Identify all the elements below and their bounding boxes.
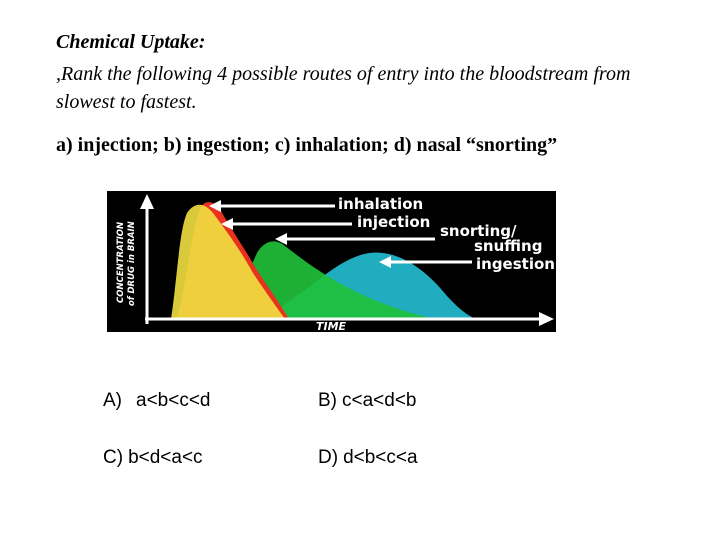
inhalation-arrow [209, 200, 335, 212]
inhalation-label: inhalation [338, 195, 423, 213]
option-c[interactable]: C) b<d<a<c [103, 447, 203, 469]
snorting-label: snorting/ [440, 222, 517, 240]
snuffing-label: snuffing [474, 237, 542, 255]
option-d[interactable]: D) d<b<c<a [318, 447, 418, 469]
x-axis-label: TIME [316, 320, 347, 332]
x-axis-arrowhead [539, 312, 554, 326]
uptake-figure: CONCENTRATION of DRUG in BRAIN TIME inha… [107, 191, 556, 332]
snorting-arrow [275, 233, 435, 245]
y-axis-label-line2: of DRUG in BRAIN [127, 221, 137, 306]
ingestion-arrow [379, 256, 472, 268]
option-d-letter: D) [318, 447, 339, 468]
injection-curve [171, 204, 285, 319]
ingestion-label: ingestion [476, 255, 555, 273]
option-a-text: a<b<c<d [136, 390, 211, 411]
option-b[interactable]: B) c<a<d<b [318, 390, 417, 412]
slide-title: Chemical Uptake: [56, 31, 206, 53]
option-a-letter: A) [103, 390, 122, 411]
option-c-text: b<d<a<c [128, 447, 203, 468]
option-d-text: d<b<c<a [343, 447, 418, 468]
question-prompt: ,Rank the following 4 possible routes of… [56, 63, 631, 113]
uptake-figure-svg: CONCENTRATION of DRUG in BRAIN TIME inha… [116, 194, 555, 332]
routes-list: a) injection; b) ingestion; c) inhalatio… [56, 134, 558, 156]
y-axis-arrowhead [140, 194, 154, 209]
y-axis-label-line1: CONCENTRATION [116, 222, 126, 303]
option-b-text: c<a<d<b [342, 390, 417, 411]
option-c-letter: C) [103, 447, 124, 468]
injection-arrow [221, 218, 352, 230]
option-a[interactable]: A) a<b<c<d [103, 390, 211, 412]
injection-label: injection [357, 213, 430, 231]
option-b-letter: B) [318, 390, 337, 411]
